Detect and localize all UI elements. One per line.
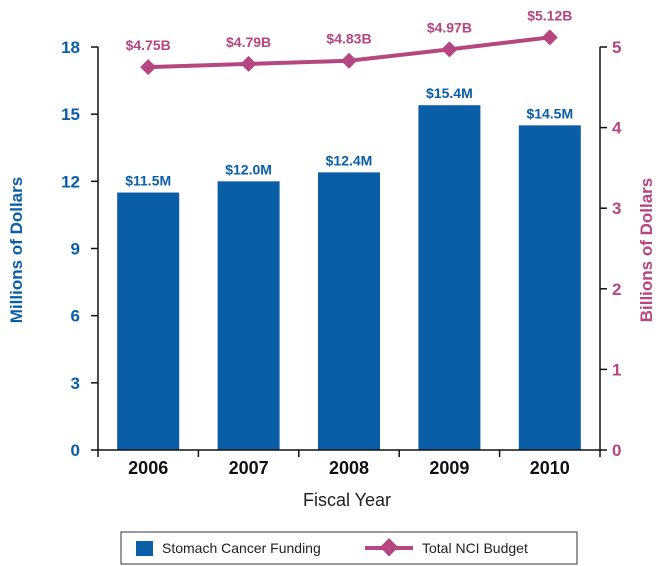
x-tick-label: 2006 [128, 458, 168, 478]
y-tick-label: 12 [61, 172, 80, 191]
y-tick-label: 6 [71, 307, 80, 326]
bar-2010 [518, 125, 581, 450]
line-marker-2008 [341, 52, 357, 69]
bar-2007 [217, 181, 280, 451]
y2-tick-label: 4 [612, 119, 622, 138]
legend-label-total-nci-budget: Total NCI Budget [422, 540, 528, 556]
bar-2009 [418, 105, 481, 450]
y2-tick-label: 2 [612, 280, 621, 299]
line-value-label: $4.83B [326, 31, 371, 47]
y-tick-label: 15 [61, 105, 80, 124]
y-tick-label: 3 [71, 374, 80, 393]
line-value-label: $4.97B [427, 19, 472, 35]
line-value-label: $4.79B [226, 34, 271, 50]
y-tick-label: 9 [71, 240, 80, 259]
x-tick-label: 2010 [530, 458, 570, 478]
bar-2008 [318, 172, 380, 450]
y2-tick-label: 0 [612, 441, 621, 460]
y-tick-label: 0 [71, 441, 80, 460]
y2-axis-title: Billions of Dollars [637, 178, 656, 323]
legend-label-stomach-cancer-funding: Stomach Cancer Funding [162, 540, 321, 556]
y2-tick-label: 1 [612, 360, 621, 379]
legend: Stomach Cancer Funding Total NCI Budget [120, 531, 578, 565]
bar-value-label: $11.5M [125, 173, 171, 189]
y-axis-title: Millions of Dollars [7, 177, 26, 323]
line-value-label: $4.75B [126, 37, 171, 53]
x-tick-label: 2008 [329, 458, 369, 478]
line-marker-2009 [441, 41, 458, 58]
bar-value-label: $12.0M [225, 161, 272, 177]
bar-value-label: $14.5M [526, 105, 573, 121]
bar-value-label: $15.4M [426, 85, 473, 101]
line-value-label: $5.12B [527, 7, 572, 23]
x-tick-label: 2009 [429, 458, 469, 478]
line-marker-2007 [240, 55, 257, 72]
x-tick-label: 2007 [229, 458, 269, 478]
bar-2006 [117, 192, 180, 450]
x-axis-title: Fiscal Year [303, 490, 391, 510]
y2-tick-label: 3 [612, 199, 621, 218]
legend-swatch-stomach-cancer-funding [136, 541, 153, 556]
line-marker-2010 [541, 29, 558, 46]
legend-marker-total-nci-budget [379, 538, 399, 557]
y-tick-label: 18 [61, 38, 80, 57]
line-marker-2006 [140, 59, 157, 76]
y2-tick-label: 5 [612, 38, 621, 57]
bar-value-label: $12.4M [326, 152, 373, 168]
